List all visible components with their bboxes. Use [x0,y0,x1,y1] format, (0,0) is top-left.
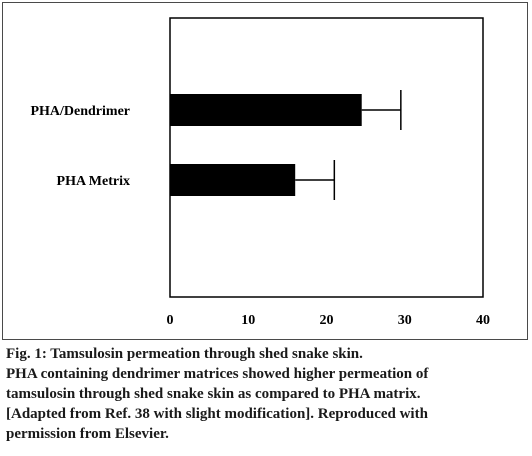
x-tick-label: 40 [476,313,490,328]
caption-title: Fig. 1: Tamsulosin permeation through sh… [6,346,363,362]
x-tick-label: 10 [241,313,255,328]
category-label: PHA/Dendrimer [30,104,130,119]
figure-frame: 0 10 20 30 40 PHA/Dendrimer PHA Metrix [2,2,528,340]
caption-line: permission from Elsevier. [6,426,169,442]
caption-line: [Adapted from Ref. 38 with slight modifi… [6,406,428,422]
x-tick-label: 30 [398,313,412,328]
caption-line: tamsulosin through shed snake skin as co… [6,386,421,402]
plot-area-border [169,17,484,298]
x-tick-label: 0 [167,313,174,328]
bar-chart: 0 10 20 30 40 PHA/Dendrimer PHA Metrix [30,17,490,328]
caption-line: PHA containing dendrimer matrices showed… [6,366,429,382]
category-label: PHA Metrix [57,174,130,189]
x-tick-label: 20 [320,313,334,328]
bar [170,94,362,126]
figure-caption: Fig. 1: Tamsulosin permeation through sh… [6,344,528,444]
bar [170,164,296,196]
